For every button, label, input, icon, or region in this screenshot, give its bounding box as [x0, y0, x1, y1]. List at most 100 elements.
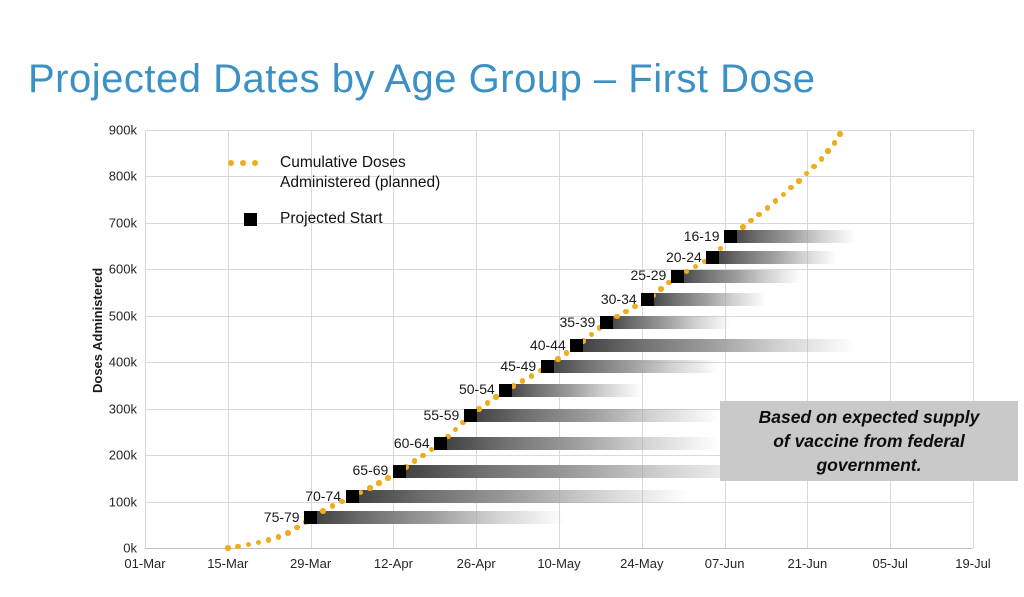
supply-annotation: Based on expected supply of vaccine from… — [720, 401, 1018, 481]
x-tick-label: 19-Jul — [955, 556, 991, 571]
cumulative-curve-dot — [411, 458, 418, 464]
age-group-label: 75-79 — [263, 508, 300, 525]
vertical-gridline — [641, 130, 643, 548]
age-group-duration-bar — [399, 464, 766, 478]
cumulative-curve-dot — [428, 446, 435, 453]
age-group-duration-bar — [352, 490, 690, 504]
chart-legend: Cumulative Doses Administered (planned) … — [228, 153, 440, 229]
projected-start-marker — [599, 316, 613, 330]
legend-cumulative: Cumulative Doses Administered (planned) — [228, 153, 440, 193]
age-group-label: 16-19 — [683, 227, 720, 244]
cumulative-curve-dot — [683, 268, 690, 275]
horizontal-gridline — [145, 455, 973, 457]
cumulative-curve-dot — [385, 475, 391, 481]
age-group-duration-bar — [547, 360, 719, 374]
cumulative-curve-dot — [811, 163, 817, 170]
age-group-duration-bar — [576, 339, 855, 353]
cumulative-curve-dot — [717, 245, 724, 252]
cumulative-curve-dot — [831, 140, 838, 146]
cumulative-curve-dot — [294, 524, 300, 531]
cumulative-curve-dot — [748, 217, 754, 224]
cumulative-curve-dot — [339, 498, 345, 505]
cumulative-curve-dot — [658, 286, 664, 292]
x-tick-label: 10-May — [537, 556, 581, 571]
cumulative-curve-dot — [563, 350, 570, 356]
cumulative-curve-dot — [265, 537, 272, 543]
cumulative-curve-dot — [588, 331, 595, 338]
cumulative-curve-dot — [692, 263, 699, 270]
cumulative-curve-dot — [476, 406, 482, 412]
cumulative-curve-dot — [519, 378, 526, 384]
cumulative-curve-dot — [484, 400, 491, 406]
age-group-duration-bar — [677, 269, 802, 283]
x-tick-label: 07-Jun — [704, 556, 745, 571]
cumulative-curve-dot — [285, 530, 291, 536]
vertical-gridline — [559, 130, 560, 548]
age-group-label: 60-64 — [393, 434, 430, 451]
y-tick-label: 0k — [123, 540, 137, 556]
cumulative-curve-dot — [255, 539, 262, 546]
cumulative-curve-dot — [510, 383, 517, 389]
age-group-label: 25-29 — [630, 267, 667, 284]
cumulative-curve-dot — [445, 433, 451, 440]
cumulative-curve-dot — [376, 480, 382, 486]
cumulative-curve-dot — [596, 325, 603, 331]
projected-start-marker — [499, 383, 513, 397]
x-tick-label: 26-Apr — [456, 556, 496, 571]
age-group-duration-bar — [470, 409, 719, 423]
cumulative-curve-dot — [320, 508, 326, 514]
cumulative-curve-dot — [666, 279, 672, 286]
cumulative-curve-dot — [367, 485, 373, 491]
age-group-label: 65-69 — [352, 462, 389, 479]
y-axis-title: Doses Administered — [90, 267, 105, 393]
cumulative-curve-dot — [756, 211, 762, 217]
projected-start-marker — [540, 360, 554, 374]
cumulative-curve-dot — [803, 170, 810, 177]
projected-start-marker — [463, 409, 477, 423]
cumulative-dots-icon — [228, 160, 274, 166]
cumulative-curve-dot — [780, 191, 787, 198]
y-tick-label: 900k — [108, 122, 137, 138]
y-tick-label: 400k — [108, 354, 137, 370]
cumulative-curve-dot — [329, 503, 336, 509]
legend-cumulative-line1: Cumulative Doses — [280, 154, 406, 171]
legend-projected-start-label: Projected Start — [280, 210, 383, 228]
x-tick-label: 01-Mar — [124, 556, 166, 571]
age-group-duration-bar — [505, 383, 642, 397]
projected-start-marker — [724, 230, 738, 244]
cumulative-curve-dot — [275, 534, 282, 540]
projected-start-marker — [434, 437, 448, 450]
cumulative-curve-dot — [357, 489, 364, 496]
horizontal-gridline — [145, 176, 973, 178]
age-group-duration-bar — [712, 251, 837, 265]
projected-start-square-icon — [244, 212, 257, 226]
age-group-label: 30-34 — [600, 290, 637, 307]
projected-start-marker — [641, 293, 655, 307]
cumulative-curve-dot — [788, 184, 794, 191]
page-title: Projected Dates by Age Group – First Dos… — [28, 56, 816, 101]
vertical-gridline — [310, 130, 312, 548]
horizontal-gridline — [145, 130, 973, 131]
x-axis-line — [145, 548, 973, 549]
y-tick-label: 200k — [108, 447, 137, 463]
vertical-gridline — [973, 130, 974, 548]
projected-start-marker — [304, 511, 318, 525]
vertical-gridline — [393, 130, 395, 548]
y-tick-label: 700k — [108, 215, 137, 231]
cumulative-curve-dot — [796, 178, 802, 184]
y-tick-label: 300k — [108, 401, 137, 417]
age-group-label: 55-59 — [423, 406, 460, 423]
x-tick-label: 29-Mar — [290, 556, 332, 571]
x-tick-label: 12-Apr — [373, 556, 413, 571]
age-group-duration-bar — [730, 230, 855, 244]
cumulative-curve-dot — [555, 356, 561, 362]
x-tick-label: 15-Mar — [207, 556, 249, 571]
age-group-duration-bar — [310, 511, 565, 525]
age-group-label: 50-54 — [458, 381, 495, 398]
vertical-gridline — [145, 130, 146, 548]
cumulative-curve-dot — [632, 303, 638, 310]
projected-start-marker — [670, 269, 684, 283]
legend-cumulative-line2: Administered (planned) — [280, 174, 441, 192]
cumulative-curve-dot — [702, 258, 708, 265]
